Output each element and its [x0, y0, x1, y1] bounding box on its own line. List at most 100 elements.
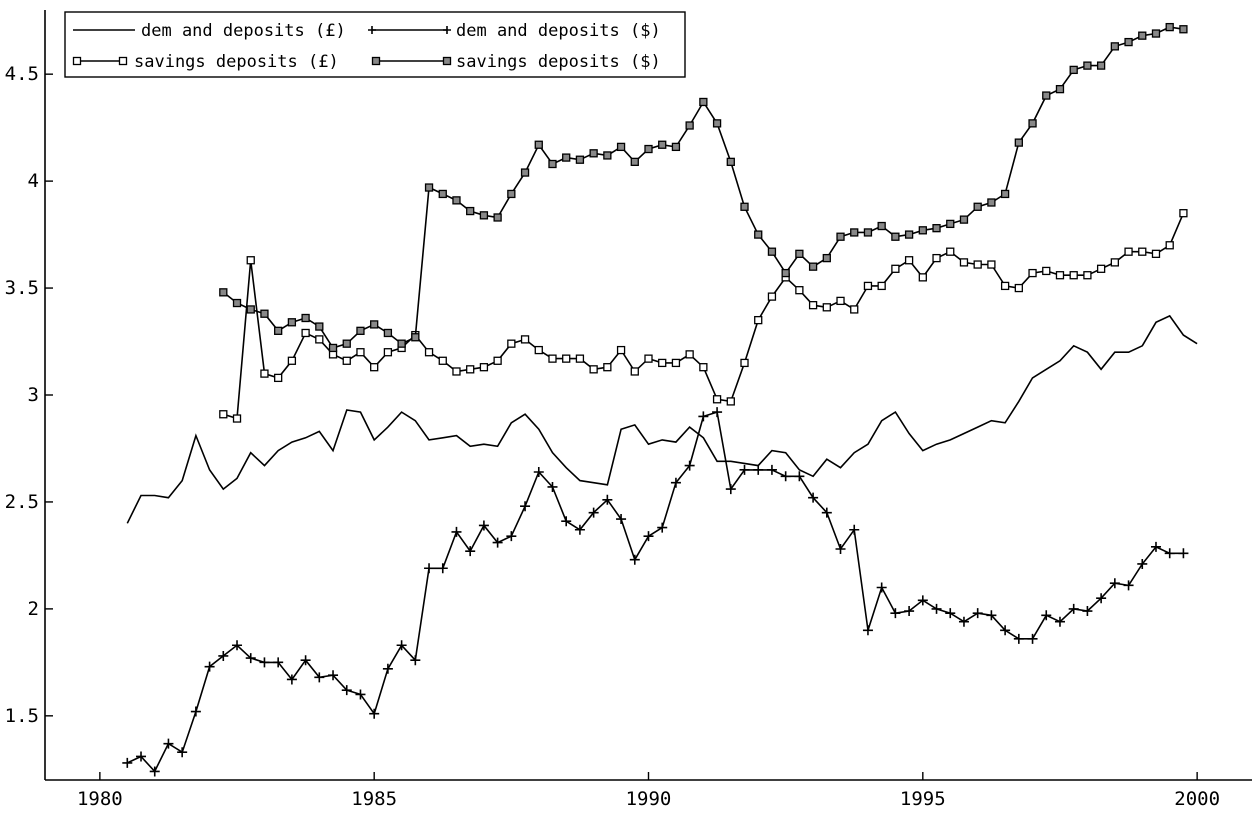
point-1-22	[424, 563, 435, 574]
point-3-15	[424, 183, 434, 192]
x-tick-label-1: 1985	[351, 788, 397, 810]
x-tick-label-0: 1980	[77, 788, 123, 810]
point-3-39	[754, 230, 763, 239]
point-2-2	[246, 256, 255, 265]
point-1-31	[547, 481, 558, 492]
point-3-3	[260, 309, 269, 318]
x-ticks: 1980 1985 1990 1995 2000	[77, 772, 1220, 810]
point-3-38	[740, 202, 749, 211]
point-2-15	[424, 348, 434, 357]
point-3-57	[1000, 189, 1010, 199]
point-1-70	[1082, 606, 1093, 617]
point-3-53	[946, 219, 955, 229]
point-2-60	[1042, 266, 1051, 276]
point-2-33	[671, 358, 681, 368]
point-1-77	[1178, 548, 1189, 559]
point-2-26	[575, 354, 585, 363]
point-1-59	[931, 603, 942, 614]
point-3-58	[1014, 138, 1023, 147]
point-1-46	[753, 464, 764, 475]
legend-marker-2a	[72, 56, 82, 66]
point-3-45	[836, 232, 845, 241]
point-1-4	[177, 747, 188, 758]
point-2-63	[1083, 271, 1092, 280]
point-1-10	[259, 657, 270, 668]
point-1-38	[643, 531, 654, 542]
point-1-35	[602, 494, 613, 505]
point-1-43	[712, 407, 723, 418]
point-1-68	[1054, 616, 1065, 627]
legend-item-1: dem and deposits ($)	[368, 21, 661, 41]
point-2-37	[726, 397, 735, 406]
point-3-48	[877, 221, 886, 231]
y-tick-label-5: 4	[28, 170, 39, 192]
point-1-37	[629, 554, 640, 565]
point-1-55	[876, 582, 887, 593]
point-3-19	[479, 211, 489, 220]
point-1-3	[163, 738, 174, 749]
point-3-29	[616, 142, 626, 152]
point-1-57	[904, 606, 915, 617]
point-1-27	[492, 537, 503, 548]
point-1-12	[286, 674, 297, 685]
point-3-59	[1028, 119, 1037, 128]
point-1-63	[986, 610, 997, 621]
point-1-25	[465, 546, 476, 557]
series-line-2	[223, 212, 1185, 420]
y-tick-label-3: 3	[28, 384, 39, 406]
point-3-62	[1069, 65, 1078, 75]
point-3-52	[932, 224, 941, 233]
point-2-57	[1000, 281, 1010, 291]
point-1-34	[588, 507, 599, 518]
x-tick-label-4: 2000	[1174, 788, 1220, 810]
point-1-1	[136, 751, 147, 762]
point-3-65	[1110, 42, 1119, 51]
point-2-55	[973, 260, 982, 269]
series-layer	[122, 22, 1198, 777]
point-3-68	[1151, 29, 1161, 38]
point-2-67	[1138, 247, 1147, 256]
point-3-26	[575, 155, 585, 164]
point-3-50	[904, 230, 914, 239]
point-1-64	[1000, 625, 1011, 636]
point-1-48	[780, 471, 791, 482]
point-1-6	[204, 661, 215, 672]
point-1-24	[451, 526, 462, 537]
point-2-28	[603, 363, 612, 372]
point-3-5	[287, 318, 297, 327]
point-2-53	[946, 247, 955, 256]
point-2-34	[685, 350, 694, 359]
y-tick-label-1: 2	[28, 598, 39, 620]
point-3-21	[507, 189, 516, 199]
point-2-47	[863, 281, 873, 291]
point-2-69	[1165, 241, 1174, 250]
point-2-64	[1096, 264, 1106, 273]
point-3-36	[712, 119, 722, 128]
point-1-21	[410, 655, 421, 666]
point-2-30	[630, 367, 639, 376]
point-3-28	[603, 151, 612, 160]
point-1-0	[122, 757, 133, 768]
legend-label-3: savings deposits ($)	[456, 52, 661, 72]
point-3-41	[781, 268, 790, 278]
legend-label-0: dem and deposits (£)	[141, 21, 346, 41]
point-3-25	[562, 153, 571, 162]
legend-box	[64, 11, 686, 78]
point-2-43	[808, 301, 818, 310]
point-3-14	[411, 333, 420, 342]
point-3-8	[328, 343, 338, 353]
point-1-74	[1137, 558, 1148, 569]
point-2-11	[370, 363, 379, 372]
y-tick-label-2: 2.5	[5, 491, 39, 513]
point-1-13	[300, 655, 311, 666]
point-1-2	[149, 766, 160, 777]
point-1-23	[437, 563, 448, 574]
point-3-12	[383, 328, 393, 338]
point-1-67	[1041, 610, 1052, 621]
point-3-24	[548, 159, 557, 169]
point-3-4	[274, 326, 283, 335]
point-1-18	[369, 708, 380, 719]
point-2-1	[232, 414, 242, 423]
point-3-46	[850, 228, 859, 237]
